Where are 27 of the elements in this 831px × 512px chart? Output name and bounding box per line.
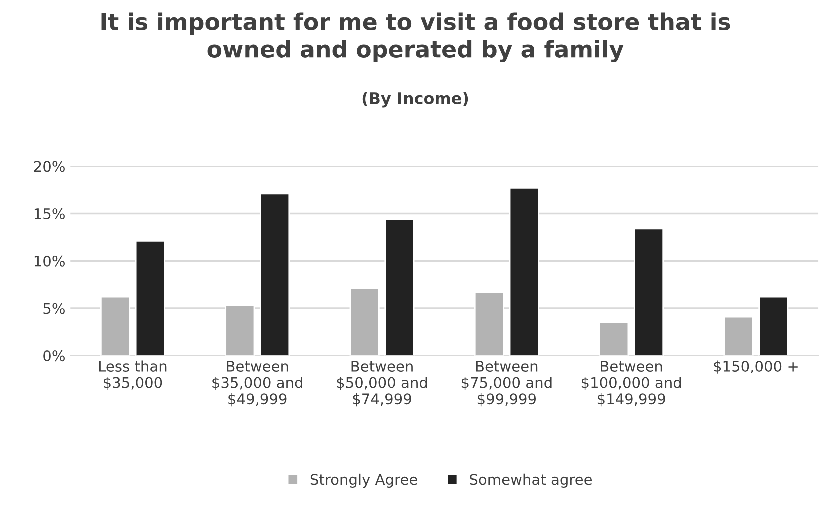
x-tick-label: Between $100,000 and $149,999 — [582, 361, 682, 407]
y-tick-label: 10% — [34, 256, 65, 267]
legend-label: Somewhat agree — [470, 474, 592, 488]
x-tick-label: Between $35,000 and $49,999 — [212, 361, 302, 407]
x-tick-label: Between $75,000 and $99,999 — [462, 361, 552, 407]
chart-title: It is important for me to visit a food store that is owned and operated by a family — [102, 12, 730, 63]
y-tick-label: 5% — [44, 303, 65, 314]
x-tick-label: Less than $35,000 — [99, 360, 167, 390]
bar — [260, 193, 290, 356]
bar — [599, 322, 630, 356]
bar — [474, 292, 504, 356]
legend-label: Strongly Agree — [310, 474, 418, 488]
bar — [724, 316, 754, 356]
y-tick-label: 15% — [34, 208, 65, 220]
chart-subtitle: (By Income) — [362, 92, 468, 108]
bar — [135, 240, 166, 356]
y-tick-label: 20% — [34, 161, 65, 172]
y-tick-label: 0% — [44, 350, 65, 362]
bar — [634, 228, 664, 356]
bar — [758, 296, 789, 356]
bar — [384, 218, 415, 356]
bar — [509, 187, 540, 356]
bar — [350, 288, 380, 356]
x-tick-label: $150,000 + — [714, 360, 798, 374]
bar — [100, 296, 131, 356]
bar — [225, 304, 256, 356]
x-tick-label: Between $50,000 and $74,999 — [337, 361, 428, 407]
